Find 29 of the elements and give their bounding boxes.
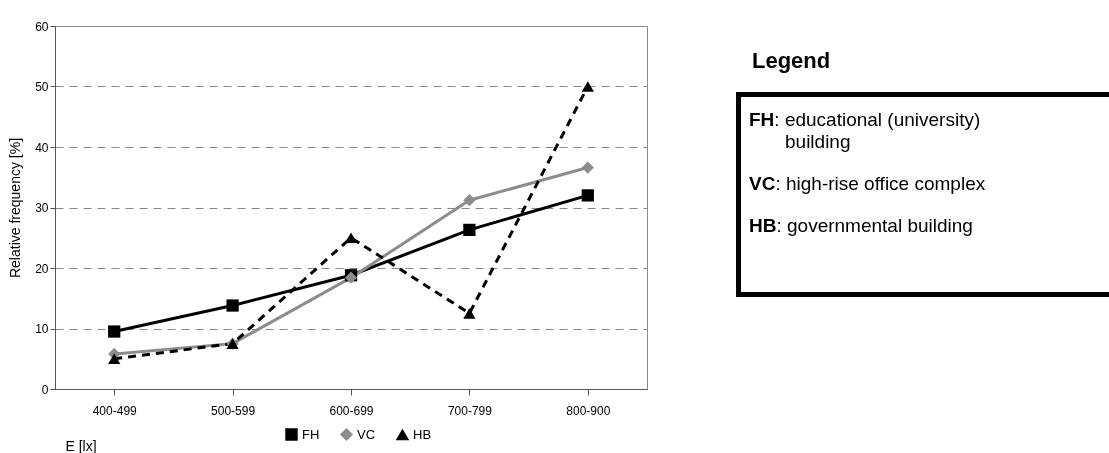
point [581, 161, 594, 174]
y-tick-label: 40 [35, 140, 49, 155]
x-tick-label: 700-799 [447, 403, 493, 418]
text: Legend [752, 48, 832, 74]
legend-card-frame: FH: educational (university) building VC: high-rise office complex HB: governmental building [736, 92, 1109, 297]
x-tick-label: 600-699 [329, 403, 374, 418]
y-axis-title: Relative frequency [%] [7, 137, 24, 279]
point [463, 308, 476, 319]
x-axis-title: E [lx] [65, 437, 97, 453]
y-tick-label: 0 [41, 382, 49, 397]
point [581, 81, 594, 92]
y-tick-label: 60 [35, 19, 49, 34]
point [226, 299, 239, 312]
legend-label: FH [302, 426, 320, 442]
legend-label: HB [413, 426, 432, 442]
point [463, 223, 476, 237]
point [344, 232, 358, 244]
point [108, 325, 121, 338]
x-tick-label: 400-499 [92, 403, 138, 418]
x-tick-label: 800-900 [566, 403, 611, 418]
point [581, 189, 594, 202]
point [108, 353, 121, 365]
y-tick-label: 20 [35, 261, 49, 276]
point [463, 194, 476, 207]
x-tick-label: 500-599 [211, 403, 256, 418]
y-tick-label: 30 [35, 201, 49, 215]
y-tick-label: 50 [35, 80, 49, 94]
y-tick-label: 10 [35, 322, 49, 336]
legend-label: VC [357, 426, 376, 442]
